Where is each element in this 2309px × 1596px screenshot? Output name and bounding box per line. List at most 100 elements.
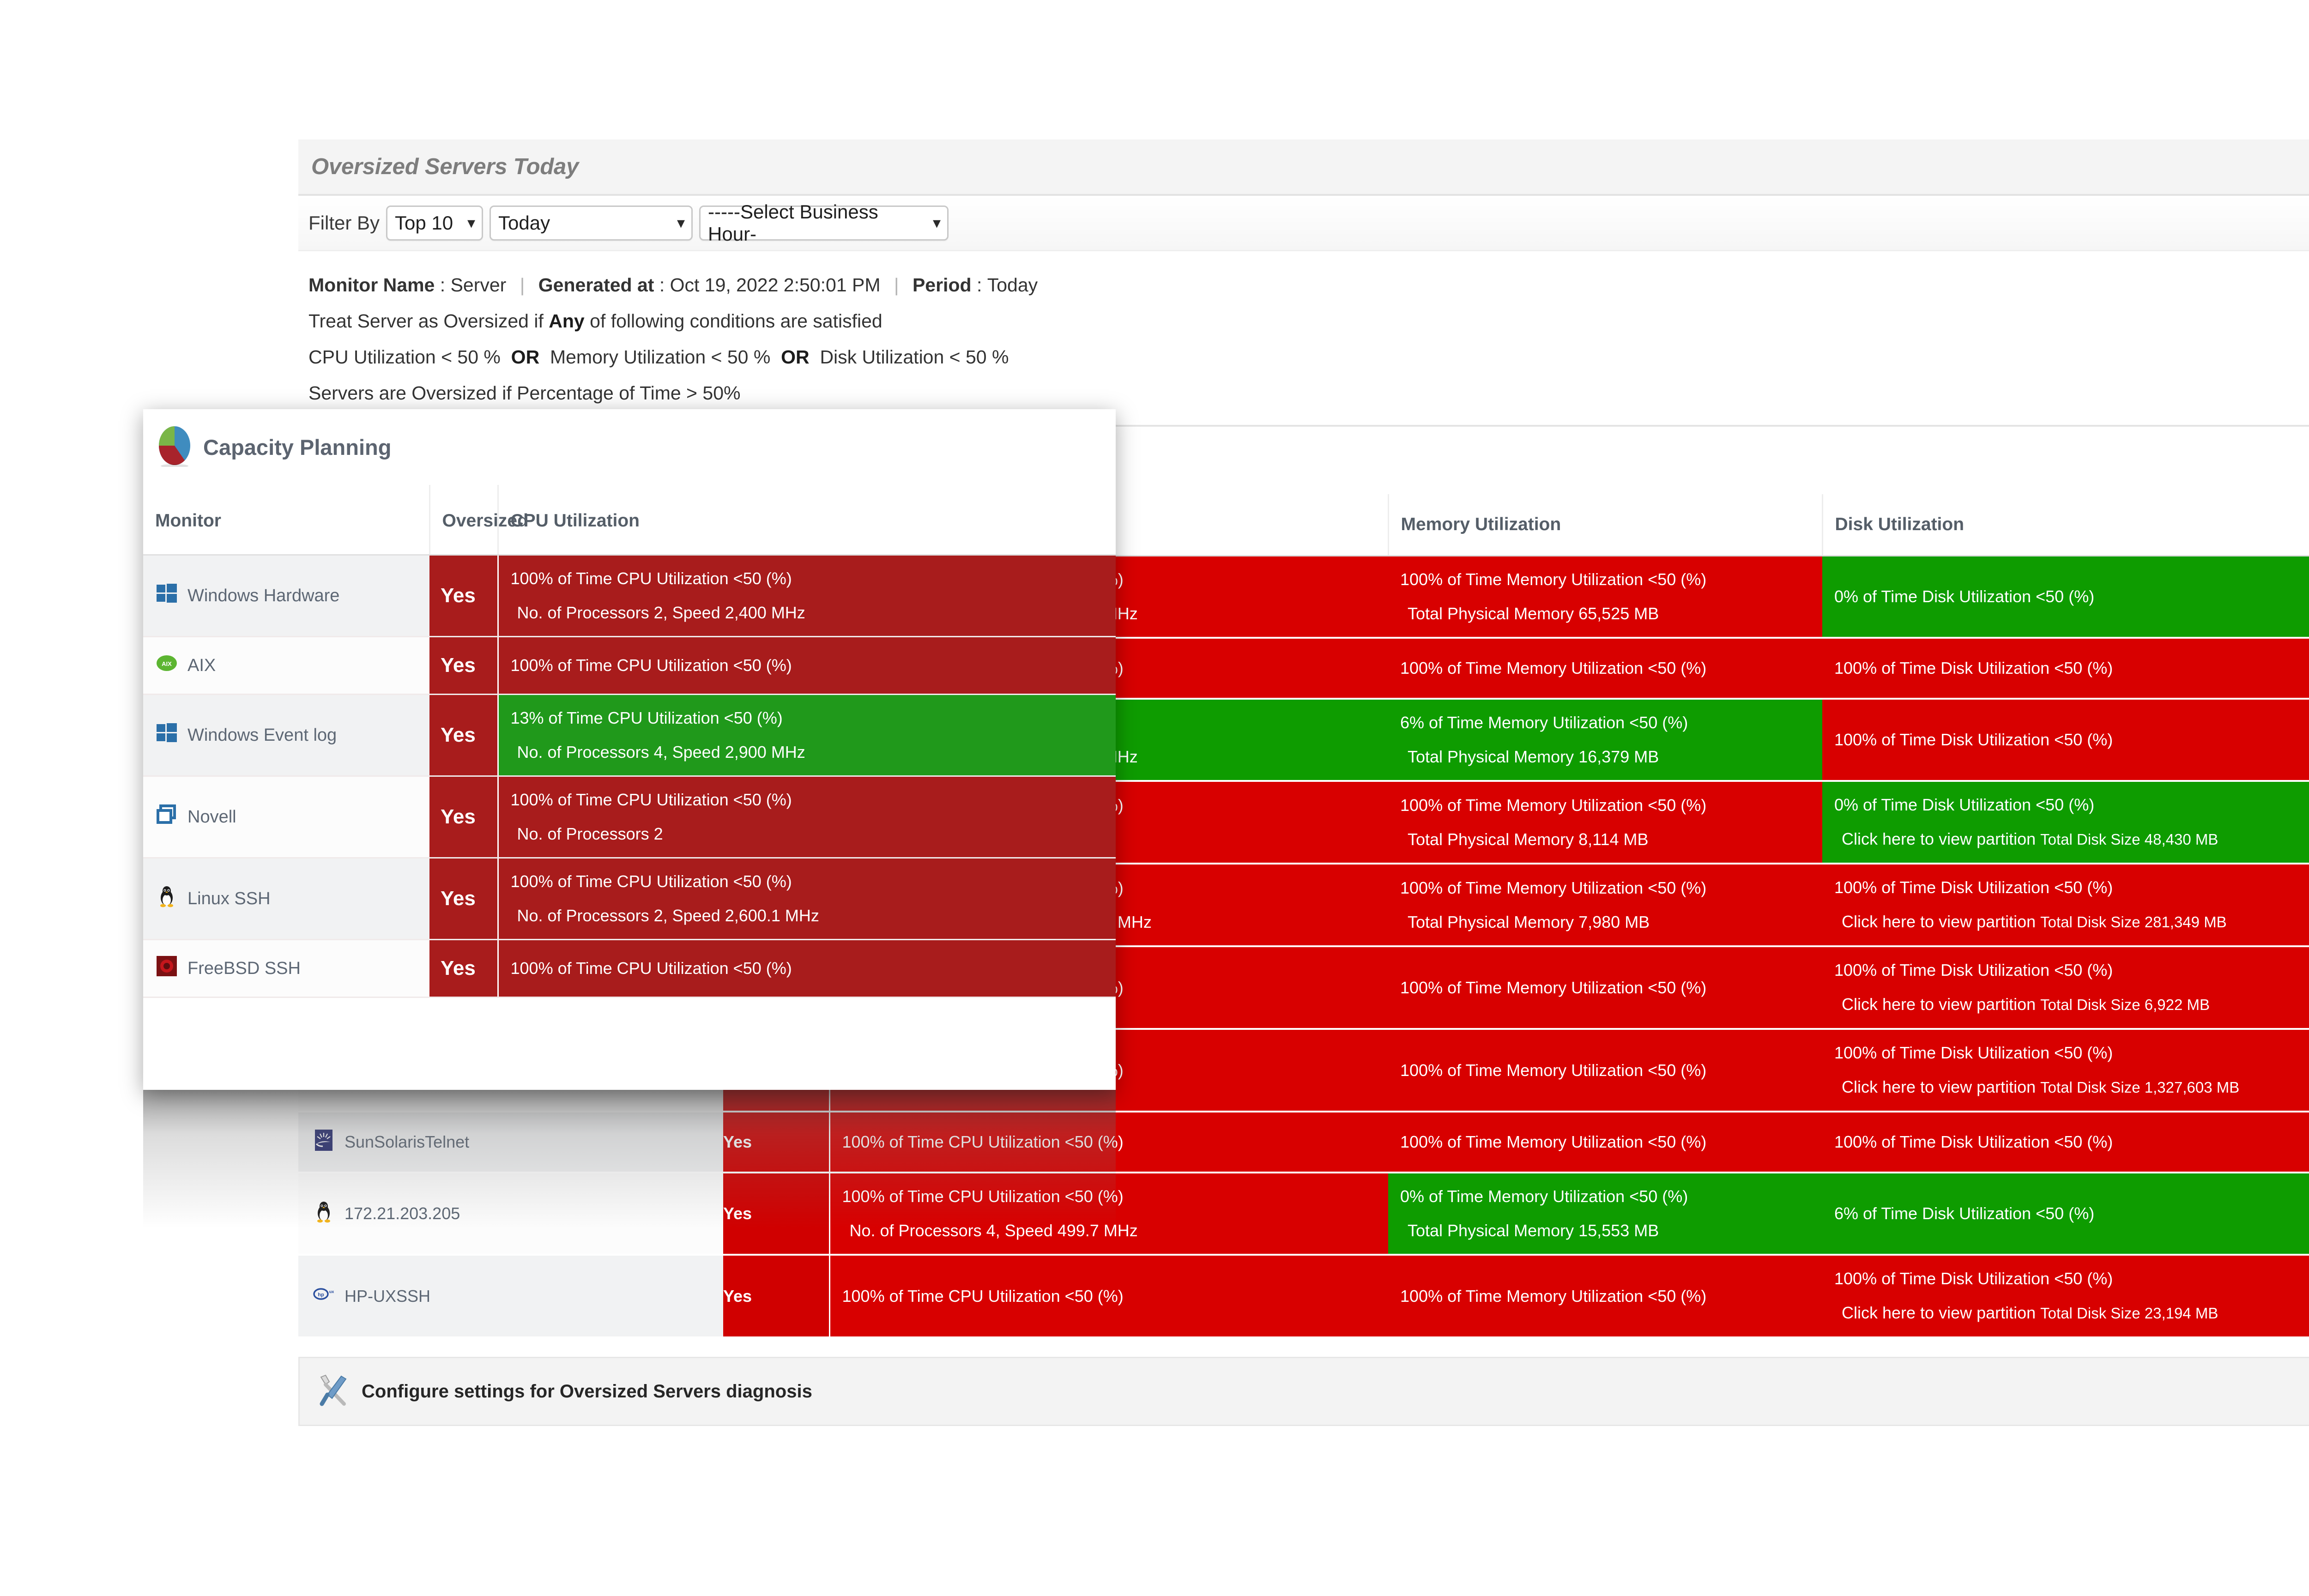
memory-utilization-cell: 100% of Time Memory Utilization <50 (%) T… — [1388, 556, 1822, 639]
disk-utilization-cell-primary: 0% of Time Disk Utilization <50 (%) — [1834, 795, 2095, 814]
popup-oversized-cell: Yes — [429, 858, 499, 940]
column-header-disk[interactable]: Disk Utilization — [1821, 494, 2309, 556]
disk-utilization-cell-primary: 100% of Time Disk Utilization <50 (%) — [1834, 878, 2113, 897]
popup-monitor-cell[interactable]: Linux SSH — [143, 858, 429, 940]
popup-oversized-cell: Yes — [429, 555, 499, 637]
popup-monitor-name-link[interactable]: AIX — [187, 655, 216, 675]
configure-settings-bar[interactable]: Configure settings for Oversized Servers… — [298, 1357, 2309, 1426]
monitor-name-link[interactable]: SunSolarisTelnet — [345, 1132, 470, 1151]
linux-penguin-icon — [155, 885, 178, 913]
popup-monitor-cell[interactable]: Windows Hardware — [143, 555, 429, 637]
disk-utilization-cell-primary: 100% of Time Disk Utilization <50 (%) — [1834, 1043, 2113, 1062]
monitor-cell[interactable]: 172.21.203.205 — [298, 1173, 723, 1256]
memory-utilization-cell: 0% of Time Memory Utilization <50 (%) Tot… — [1388, 1173, 1822, 1256]
meta-summary-line: Monitor Name : Server | Generated at : O… — [308, 274, 1038, 296]
memory-utilization-cell-secondary: Total Physical Memory 16,379 MB — [1408, 747, 1659, 766]
popup-monitor-name-link[interactable]: Windows Hardware — [187, 586, 340, 605]
monitor-cell[interactable]: hp ux HP-UXSSH — [298, 1255, 723, 1338]
popup-monitor-name-link[interactable]: Novell — [187, 807, 236, 827]
popup-cpu-utilization-cell: 13% of Time CPU Utilization <50 (%) No. o… — [498, 694, 1116, 777]
disk-utilization-cell: 0% of Time Disk Utilization <50 (%) — [1822, 556, 2309, 639]
memory-utilization-cell-secondary: Total Physical Memory 15,553 MB — [1408, 1221, 1659, 1240]
monitor-name-link[interactable]: 172.21.203.205 — [345, 1204, 460, 1223]
top-count-value: Top 10 — [395, 212, 453, 234]
cpu-utilization-cell: 100% of Time CPU Utilization <50 (%) — [829, 1255, 1388, 1338]
period-select[interactable]: Today ▾ — [490, 205, 693, 241]
popup-monitor-name-link[interactable]: Linux SSH — [187, 889, 271, 908]
popup-cpu-primary: 100% of Time CPU Utilization <50 (%) — [510, 959, 792, 978]
view-partition-link[interactable]: Click here to view partition Total Disk … — [1842, 829, 2218, 848]
disk-utilization-cell: 100% of Time Disk Utilization <50 (%) Cli… — [1822, 1029, 2309, 1112]
period-value: Today — [498, 212, 550, 234]
condition-or-2: OR — [781, 346, 810, 368]
hp-ux-logo-icon: hp ux — [312, 1282, 335, 1310]
popup-table-row: Linux SSH Yes 100% of Time CPU Utilization… — [143, 858, 1116, 940]
table-row: 172.21.203.205 Yes 100% of Time CPU Utiliz… — [298, 1173, 2309, 1256]
popup-oversized-cell: Yes — [429, 636, 499, 695]
chevron-down-icon: ▾ — [932, 214, 941, 232]
cpu-utilization-cell: 100% of Time CPU Utilization <50 (%) No. … — [829, 1173, 1388, 1256]
disk-utilization-cell-primary: 0% of Time Disk Utilization <50 (%) — [1834, 587, 2095, 606]
total-disk-size-text: Total Disk Size 48,430 MB — [2040, 831, 2218, 848]
aix-logo-icon: AIX — [155, 652, 178, 679]
view-partition-link[interactable]: Click here to view partition Total Disk … — [1842, 1077, 2240, 1096]
memory-utilization-cell: 100% of Time Memory Utilization <50 (%) — [1388, 946, 1822, 1030]
popup-cpu-primary: 100% of Time CPU Utilization <50 (%) — [510, 656, 792, 675]
memory-utilization-cell: 100% of Time Memory Utilization <50 (%) T… — [1388, 864, 1822, 947]
memory-utilization-cell-primary: 100% of Time Memory Utilization <50 (%) — [1400, 1060, 1707, 1080]
disk-utilization-cell-primary: 100% of Time Disk Utilization <50 (%) — [1834, 1269, 2113, 1288]
top-count-select[interactable]: Top 10 ▾ — [386, 205, 484, 241]
memory-utilization-cell-primary: 100% of Time Memory Utilization <50 (%) — [1400, 978, 1707, 997]
view-partition-link[interactable]: Click here to view partition Total Disk … — [1842, 995, 2210, 1014]
popup-monitor-cell[interactable]: FreeBSD SSH — [143, 939, 429, 998]
memory-utilization-cell-primary: 100% of Time Memory Utilization <50 (%) — [1400, 878, 1707, 897]
popup-header: Capacity Planning — [143, 409, 1116, 485]
popup-table-body: Windows Hardware Yes 100% of Time CPU Util… — [143, 555, 1116, 998]
popup-table-row: AIX AIX Yes 100% of Time CPU Utilization <5… — [143, 636, 1116, 695]
report-meta-block: Monitor Name : Server | Generated at : O… — [298, 251, 2309, 425]
disk-utilization-cell-primary: 100% of Time Disk Utilization <50 (%) — [1834, 659, 2113, 677]
column-header-memory[interactable]: Memory Utilization — [1387, 494, 1822, 556]
chevron-down-icon: ▾ — [467, 214, 476, 232]
cpu-utilization-cell-primary: 100% of Time CPU Utilization <50 (%) — [842, 1132, 1124, 1151]
view-partition-link[interactable]: Click here to view partition Total Disk … — [1842, 1303, 2218, 1322]
popup-monitor-cell[interactable]: AIX AIX — [143, 636, 429, 695]
oversized-cell: Yes — [723, 1255, 830, 1338]
condition-disk: Disk Utilization < 50 % — [820, 346, 1009, 368]
view-partition-link[interactable]: Click here to view partition Total Disk … — [1842, 912, 2227, 931]
monitor-name-link[interactable]: HP-UXSSH — [345, 1286, 431, 1306]
popup-cpu-secondary: No. of Processors 2 — [517, 824, 663, 843]
percentage-rule-line: Servers are Oversized if Percentage of T… — [308, 382, 741, 404]
popup-monitor-cell[interactable]: Novell — [143, 776, 429, 858]
disk-utilization-cell-primary: 100% of Time Disk Utilization <50 (%) — [1834, 1132, 2113, 1151]
memory-utilization-cell-secondary: Total Physical Memory 65,525 MB — [1408, 604, 1659, 623]
popup-column-header-oversized[interactable]: Oversized — [429, 485, 528, 556]
freebsd-logo-icon — [155, 955, 178, 982]
period-value-text: Today — [987, 274, 1038, 296]
memory-utilization-cell-secondary: Total Physical Memory 8,114 MB — [1408, 829, 1649, 849]
popup-cpu-utilization-cell: 100% of Time CPU Utilization <50 (%) No. … — [498, 776, 1116, 858]
period-label: Period — [912, 274, 972, 296]
filter-bar: Filter By Top 10 ▾ Today ▾ -----Select B… — [298, 196, 2309, 251]
popup-header-row: Monitor Oversized CPU Utilization — [143, 485, 1116, 556]
popup-monitor-cell[interactable]: Windows Event log — [143, 694, 429, 777]
monitor-name-label: Monitor Name — [308, 274, 435, 296]
generated-at-label: Generated at — [538, 274, 654, 296]
popup-table-row: Novell Yes 100% of Time CPU Utilization <5… — [143, 776, 1116, 858]
popup-column-header-cpu[interactable]: CPU Utilization — [497, 485, 1116, 556]
popup-capacity-table: Monitor Oversized CPU Utilization Window… — [143, 485, 1116, 998]
cpu-utilization-cell-secondary: No. of Processors 4, Speed 499.7 MHz — [849, 1221, 1138, 1240]
popup-column-header-monitor[interactable]: Monitor — [143, 485, 429, 556]
monitor-cell[interactable]: SunSolarisTelnet — [298, 1112, 723, 1173]
oversized-cell: Yes — [723, 1173, 830, 1256]
monitor-name-value: Server — [450, 274, 507, 296]
memory-utilization-cell-primary: 100% of Time Memory Utilization <50 (%) — [1400, 1286, 1707, 1306]
page-title: Oversized Servers Today — [311, 154, 579, 179]
business-hour-select[interactable]: -----Select Business Hour- ▾ — [699, 201, 949, 245]
view-toggle-links: Show All | Show Oversized Servers Today — [298, 425, 2309, 494]
popup-monitor-name-link[interactable]: FreeBSD SSH — [187, 958, 301, 978]
popup-table-header: Monitor Oversized CPU Utilization — [143, 485, 1116, 556]
popup-monitor-name-link[interactable]: Windows Event log — [187, 725, 337, 745]
memory-utilization-cell: 100% of Time Memory Utilization <50 (%) — [1388, 1112, 1822, 1173]
memory-utilization-cell-primary: 100% of Time Memory Utilization <50 (%) — [1400, 659, 1707, 677]
